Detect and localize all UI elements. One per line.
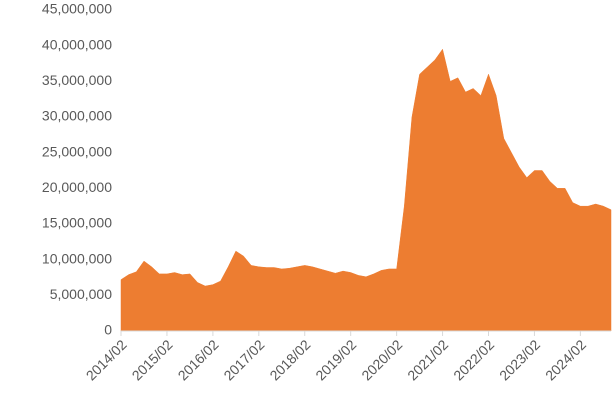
x-tick-label: 2018/02 xyxy=(266,336,313,383)
x-tick-label: 2015/02 xyxy=(129,336,176,383)
y-tick-label: 45,000,000 xyxy=(42,1,112,17)
x-tick-label: 2020/02 xyxy=(358,336,405,383)
y-tick-label: 10,000,000 xyxy=(42,250,112,266)
y-tick-label: 15,000,000 xyxy=(42,215,112,231)
y-tick-label: 0 xyxy=(104,322,112,338)
y-tick-label: 30,000,000 xyxy=(42,108,112,124)
x-tick-label: 2023/02 xyxy=(496,336,543,383)
x-tick-label: 2024/02 xyxy=(542,336,589,383)
y-tick-label: 25,000,000 xyxy=(42,143,112,159)
y-tick-label: 35,000,000 xyxy=(42,72,112,88)
y-tick-label: 5,000,000 xyxy=(50,286,112,302)
x-tick-label: 2017/02 xyxy=(220,336,267,383)
y-tick-label: 40,000,000 xyxy=(42,36,112,52)
x-tick-label: 2016/02 xyxy=(175,336,222,383)
area xyxy=(120,48,612,332)
x-tick-label: 2019/02 xyxy=(312,336,359,383)
x-tick-label: 2022/02 xyxy=(450,336,497,383)
x-tick-label: 2021/02 xyxy=(404,336,451,383)
x-tick-label: 2014/02 xyxy=(83,336,130,383)
y-tick-label: 20,000,000 xyxy=(42,179,112,195)
